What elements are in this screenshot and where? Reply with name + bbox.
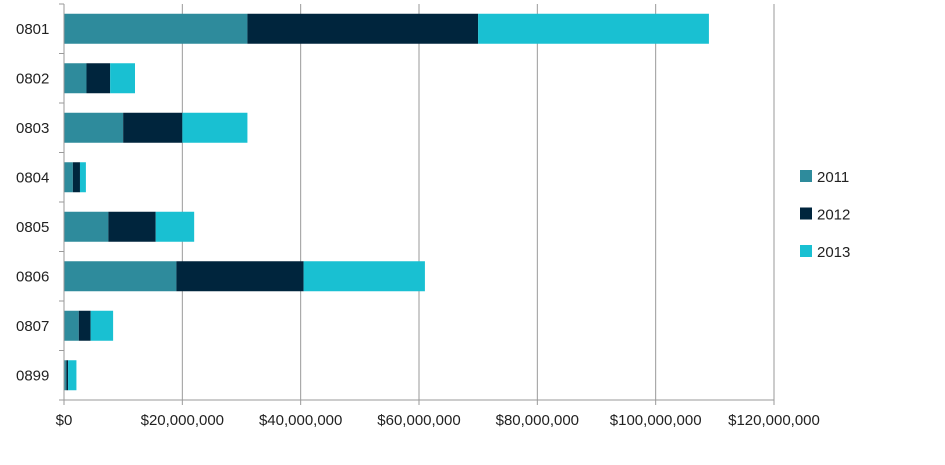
x-tick-label: $80,000,000	[496, 412, 579, 429]
bar-0802-2011	[64, 63, 87, 94]
legend-label: 2012	[817, 207, 850, 224]
legend-label: 2011	[817, 169, 849, 186]
axes: $0 $20,000,000 $40,000,000 $60,000,000 $80,0…	[16, 3, 820, 429]
legend: 2011 2012 2013	[800, 169, 850, 261]
bar-0802-2012	[86, 63, 111, 94]
bar-0804-2012	[72, 162, 80, 193]
bar-0804-2013	[79, 162, 86, 193]
bar-0807-2012	[78, 310, 91, 341]
bar-0803-2012	[123, 112, 183, 143]
bar-0803-2011	[64, 112, 124, 143]
bar-0801-2011	[64, 13, 248, 44]
bar-0807-2013	[90, 310, 114, 341]
x-tick-label: $60,000,000	[377, 412, 460, 429]
y-category-label: 0801	[16, 21, 49, 38]
legend-swatch-2013	[800, 245, 812, 257]
legend-swatch-2012	[800, 207, 812, 220]
y-category-label: 0807	[16, 318, 49, 335]
legend-swatch-2011	[800, 170, 812, 182]
bar-0899-2012	[66, 360, 69, 391]
bar-0803-2013	[182, 112, 248, 143]
grid-lines	[181, 4, 775, 400]
y-category-label: 0804	[16, 169, 49, 186]
bar-0802-2013	[110, 63, 135, 94]
bar-0807-2011	[64, 310, 79, 341]
bars	[64, 13, 709, 391]
y-category-label: 0805	[16, 219, 49, 236]
x-tick-label: $20,000,000	[141, 412, 224, 429]
bar-0804-2011	[64, 162, 73, 193]
y-category-label: 0806	[16, 268, 49, 285]
x-tick-label: $40,000,000	[259, 412, 342, 429]
legend-label: 2013	[817, 244, 850, 261]
y-category-label: 0899	[16, 367, 49, 384]
bar-0899-2011	[64, 360, 67, 391]
y-category-label: 0803	[16, 120, 49, 137]
bar-0801-2013	[478, 13, 709, 44]
bar-0899-2013	[68, 360, 77, 391]
y-category-label: 0802	[16, 70, 49, 87]
bar-0805-2011	[64, 211, 109, 242]
bar-0801-2012	[247, 13, 479, 44]
bar-0805-2012	[108, 211, 156, 242]
x-tick-label: $0	[56, 412, 73, 429]
x-tick-label: $120,000,000	[728, 412, 820, 429]
bar-0806-2011	[64, 261, 177, 292]
bar-0805-2013	[155, 211, 195, 242]
bar-0806-2013	[303, 261, 425, 292]
x-tick-label: $100,000,000	[610, 412, 702, 429]
bar-0806-2012	[176, 261, 304, 292]
